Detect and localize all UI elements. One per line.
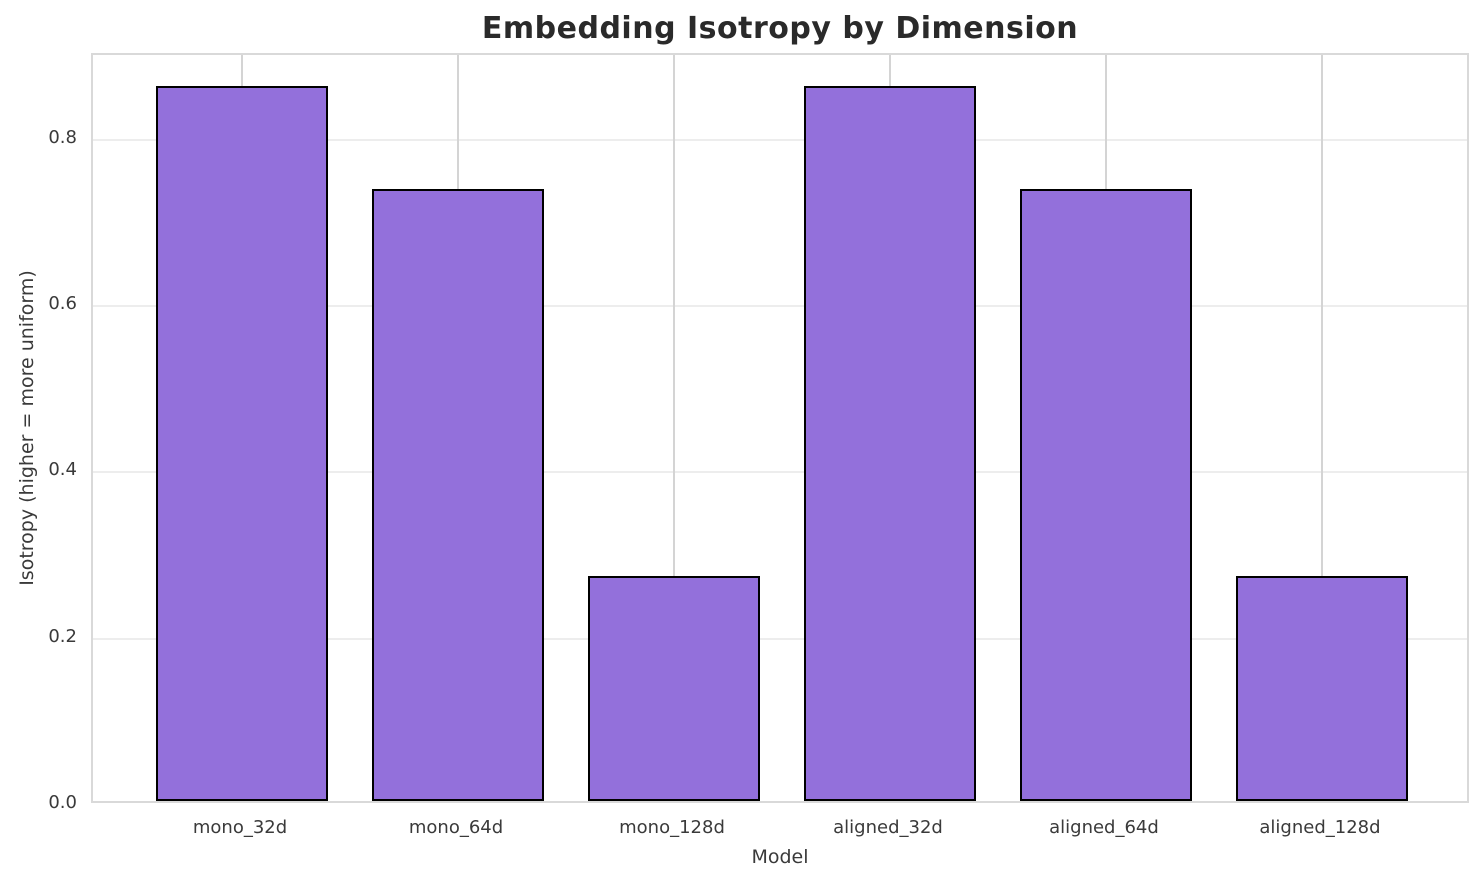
- bar-mono_128d: [587, 575, 761, 801]
- bar-mono_64d: [371, 189, 545, 801]
- x-tick-label: mono_64d: [408, 817, 504, 838]
- bar-mono_32d: [155, 85, 329, 801]
- x-tick-label: aligned_64d: [1049, 817, 1159, 838]
- y-tick-label: 0.2: [48, 625, 77, 647]
- bar-aligned_64d: [1019, 189, 1193, 801]
- y-tick-label: 0.6: [48, 293, 77, 315]
- x-axis-label: Model: [751, 846, 809, 868]
- x-tick-label: mono_32d: [192, 817, 288, 838]
- y-tick-label: 0.0: [48, 792, 77, 813]
- chart-title: Embedding Isotropy by Dimension: [481, 11, 1079, 46]
- x-tick-label: mono_128d: [619, 817, 725, 838]
- x-tick-label: aligned_128d: [1259, 817, 1381, 838]
- y-tick-label: 0.4: [48, 459, 77, 481]
- plot-area: [91, 53, 1469, 803]
- x-tick-label: aligned_32d: [833, 817, 943, 838]
- bar-aligned_32d: [803, 85, 977, 801]
- bar-aligned_128d: [1235, 575, 1409, 801]
- y-tick-label: 0.8: [48, 126, 77, 148]
- y-axis-label-text: Isotropy (higher = more uniform): [16, 270, 38, 586]
